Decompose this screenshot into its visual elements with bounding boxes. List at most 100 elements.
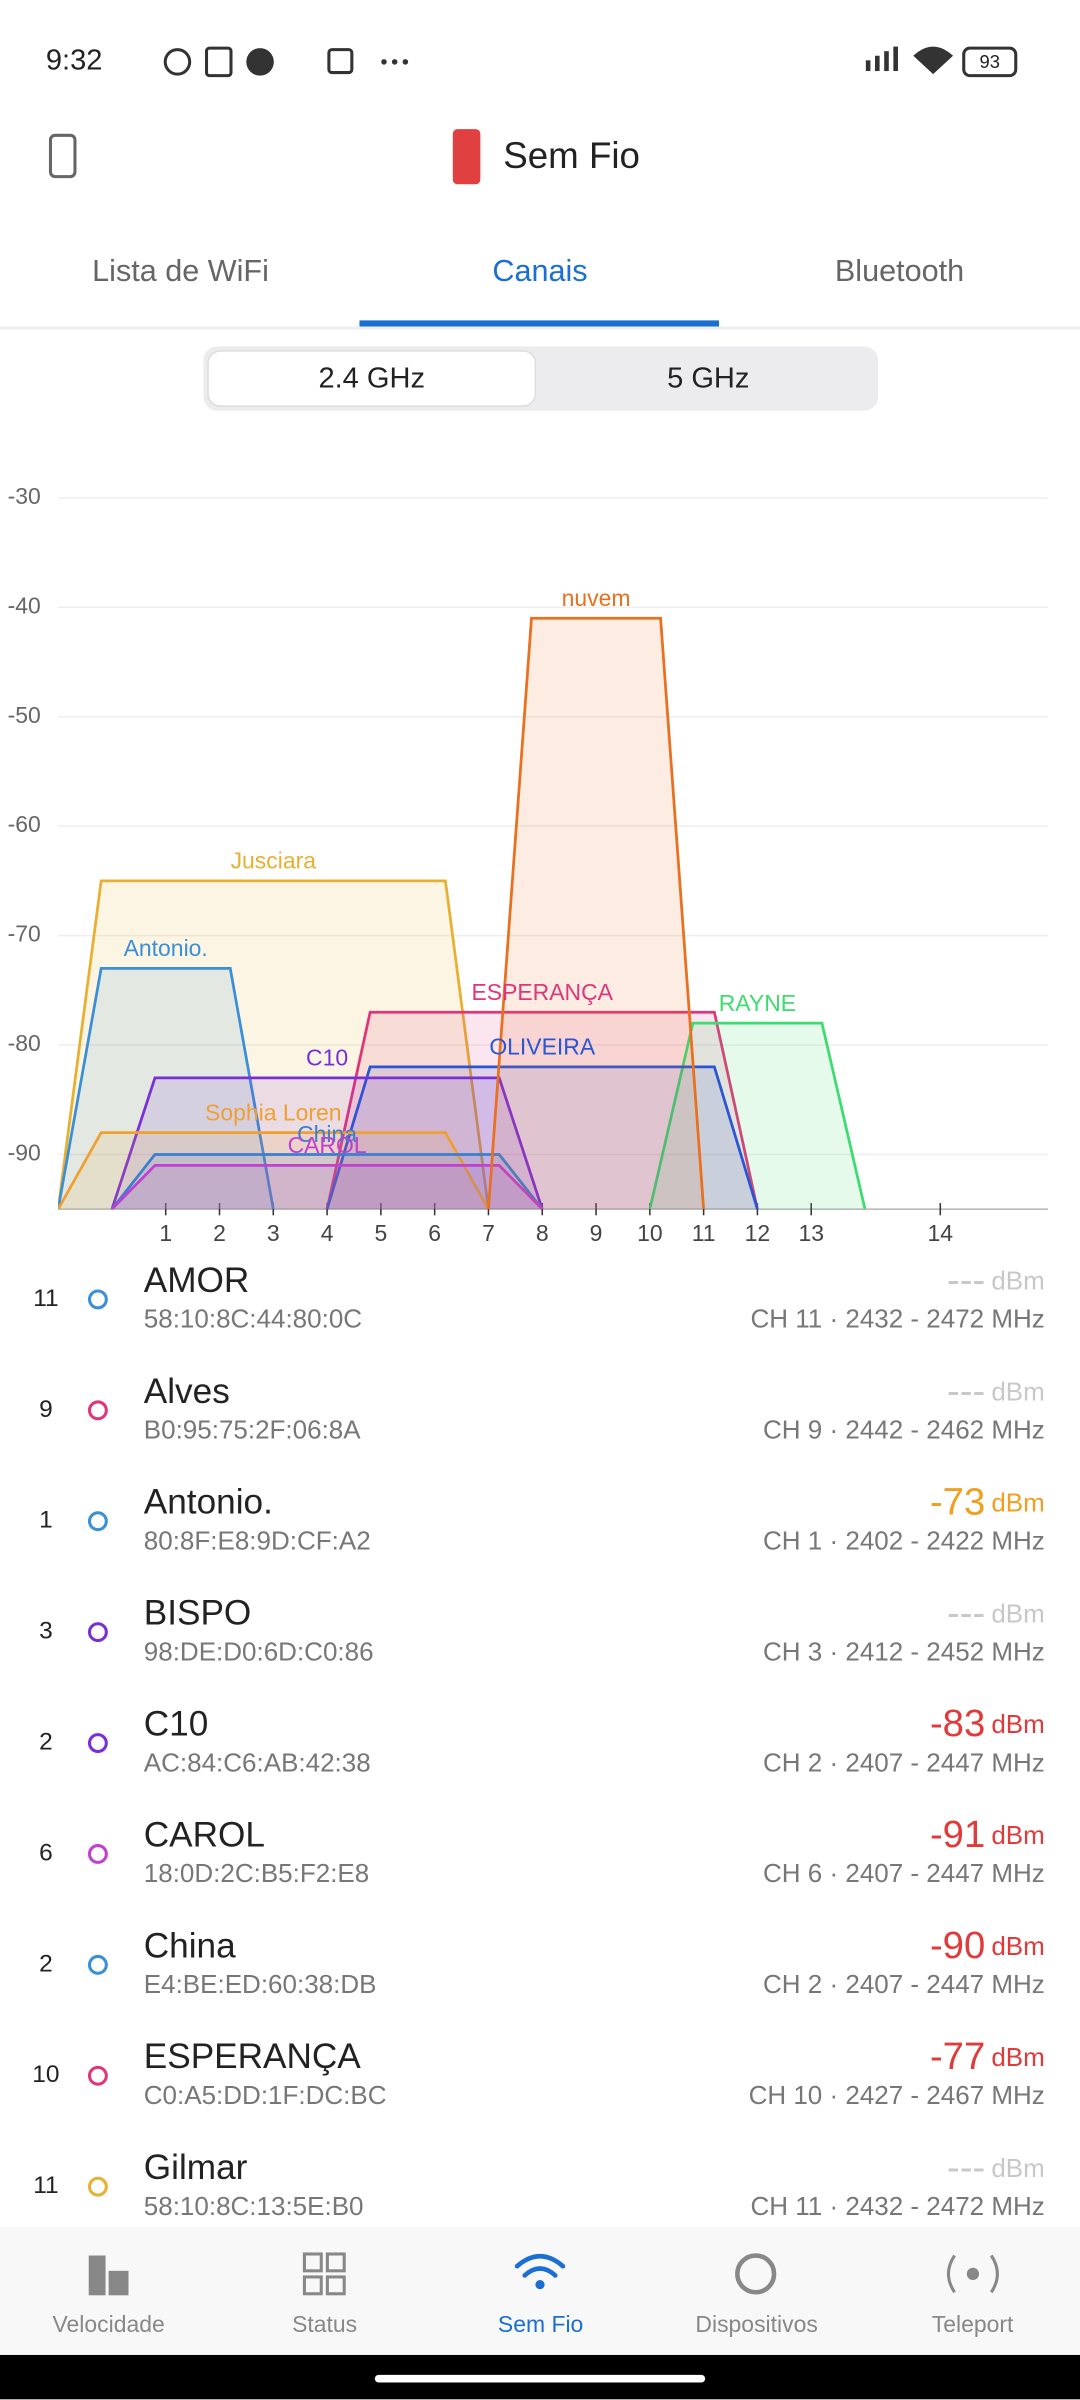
channel-band: CH 6 · 2407 - 2447 MHz (763, 1858, 1045, 1888)
network-area (487, 616, 705, 1210)
x-tick-label: 8 (536, 1220, 549, 1246)
nav-label[interactable]: Dispositivos (695, 2311, 817, 2337)
band-option[interactable]: 2.4 GHz (318, 363, 425, 395)
y-tick-label: -50 (8, 702, 41, 728)
signal: --- dBm (947, 1259, 1045, 1302)
network-dot (87, 2176, 108, 2197)
network-label: Sophia Loren (205, 1099, 341, 1125)
x-tick-label: 7 (482, 1220, 495, 1246)
x-tick-label: 13 (798, 1220, 824, 1246)
signal-value: --- (947, 1259, 985, 1302)
network-name: BISPO (144, 1594, 252, 1633)
y-tick-label: -80 (8, 1030, 41, 1056)
signal-value: --- (947, 2146, 985, 2189)
channel-band: CH 1 · 2402 - 2422 MHz (763, 1526, 1045, 1556)
x-tick-label: 5 (374, 1220, 387, 1246)
signal-unit: dBm (991, 2153, 1044, 2183)
band-selected[interactable] (207, 350, 537, 407)
network-dot (87, 1954, 108, 1975)
signal-unit: dBm (991, 1376, 1044, 1406)
signal-unit: dBm (991, 1709, 1044, 1739)
network-area (110, 1153, 544, 1210)
device-icon[interactable] (48, 133, 77, 179)
nav-label[interactable]: Status (292, 2311, 357, 2337)
band-option[interactable]: 5 GHz (667, 363, 749, 395)
x-tick-label: 1 (159, 1220, 172, 1246)
x-tick-label: 9 (590, 1220, 603, 1246)
network-label: ESPERANÇA (471, 979, 613, 1005)
network-label: C10 (306, 1045, 348, 1071)
nav-label[interactable]: Velocidade (52, 2311, 164, 2337)
network-name: AMOR (144, 1261, 250, 1300)
signal-unit: dBm (991, 1265, 1044, 1295)
signal-unit: dBm (991, 1820, 1044, 1850)
channel-number: 11 (33, 1285, 58, 1312)
mac-address: B0:95:75:2F:06:8A (144, 1415, 361, 1445)
nav-labels: Velocidade Status Sem Fio Dispositivos Telep… (52, 2311, 1014, 2337)
network-area (110, 1164, 544, 1210)
signal-value: -73 (930, 1481, 985, 1524)
signal-value: -90 (930, 1924, 985, 1967)
tab-indicator (359, 320, 719, 327)
channel-number: 1 (39, 1507, 53, 1534)
network-label: OLIVEIRA (489, 1034, 596, 1060)
y-tick-label: -70 (8, 921, 41, 947)
channel-number: 11 (33, 2172, 58, 2199)
nav-label[interactable]: Sem Fio (498, 2311, 583, 2337)
signal-value: -91 (930, 1813, 985, 1856)
battery-level: 93 (980, 51, 1000, 72)
network-area (58, 879, 490, 1210)
home-indicator[interactable] (374, 2374, 706, 2383)
signal: --- dBm (947, 1591, 1045, 1634)
x-tick-label: 6 (428, 1220, 441, 1246)
network-dot (87, 1844, 108, 1864)
y-tick-label: -40 (8, 592, 41, 618)
network-label: Jusciara (231, 848, 317, 874)
mac-address: C0:A5:DD:1F:DC:BC (144, 2080, 387, 2110)
x-tick-label: 10 (637, 1220, 663, 1246)
network-label: RAYNE (719, 990, 796, 1016)
header-title: Sem Fio (503, 135, 640, 176)
signal-value: --- (947, 1591, 985, 1634)
channel-number: 3 (39, 1618, 53, 1645)
x-tick-label: 12 (745, 1220, 771, 1246)
nav-label[interactable]: Teleport (932, 2311, 1014, 2337)
network-area (648, 1021, 867, 1210)
nav-icons (88, 2252, 999, 2296)
channel-band: CH 3 · 2412 - 2452 MHz (763, 1636, 1045, 1666)
tab-active[interactable]: Canais (492, 254, 587, 288)
network-name: Antonio. (144, 1483, 273, 1522)
channel-band: CH 2 · 2407 - 2447 MHz (763, 1969, 1045, 1999)
chart: -90-80-70-60-50-40-301 2 3 4 5 6 7 8 9 10 11 12 13 14… (8, 483, 1048, 1246)
signal: --- dBm (947, 2146, 1045, 2189)
tab[interactable]: Bluetooth (835, 254, 964, 288)
signal-value: -83 (930, 1702, 985, 1745)
mac-address: 98:DE:D0:6D:C0:86 (144, 1636, 374, 1666)
channel-band: CH 10 · 2427 - 2467 MHz (749, 2080, 1045, 2110)
channel-number: 2 (39, 1950, 53, 1977)
signal: --- dBm (947, 1370, 1045, 1413)
mac-address: AC:84:C6:AB:42:38 (144, 1747, 371, 1777)
network-dot (87, 1400, 108, 1421)
bottom-nav (0, 2226, 1080, 2355)
network-area (58, 967, 275, 1210)
network-area (58, 1131, 490, 1210)
status-icons (163, 46, 954, 78)
plot-area (58, 616, 867, 1210)
network-dot (87, 1733, 108, 1754)
network-dot (87, 1622, 108, 1643)
network-name: CAROL (144, 1815, 265, 1854)
tab[interactable]: Lista de WiFi (92, 254, 269, 288)
app-logo (452, 129, 481, 185)
channel-number: 6 (39, 1839, 53, 1866)
mac-address: E4:BE:ED:60:38:DB (144, 1969, 377, 1999)
battery (962, 46, 1018, 78)
network-area (325, 1065, 759, 1210)
y-tick-label: -60 (8, 811, 41, 837)
signal: -77 dBm (930, 2035, 1045, 2078)
channel-number: 9 (39, 1396, 53, 1423)
network-area (110, 1076, 544, 1210)
x-tick-label: 4 (321, 1220, 334, 1246)
